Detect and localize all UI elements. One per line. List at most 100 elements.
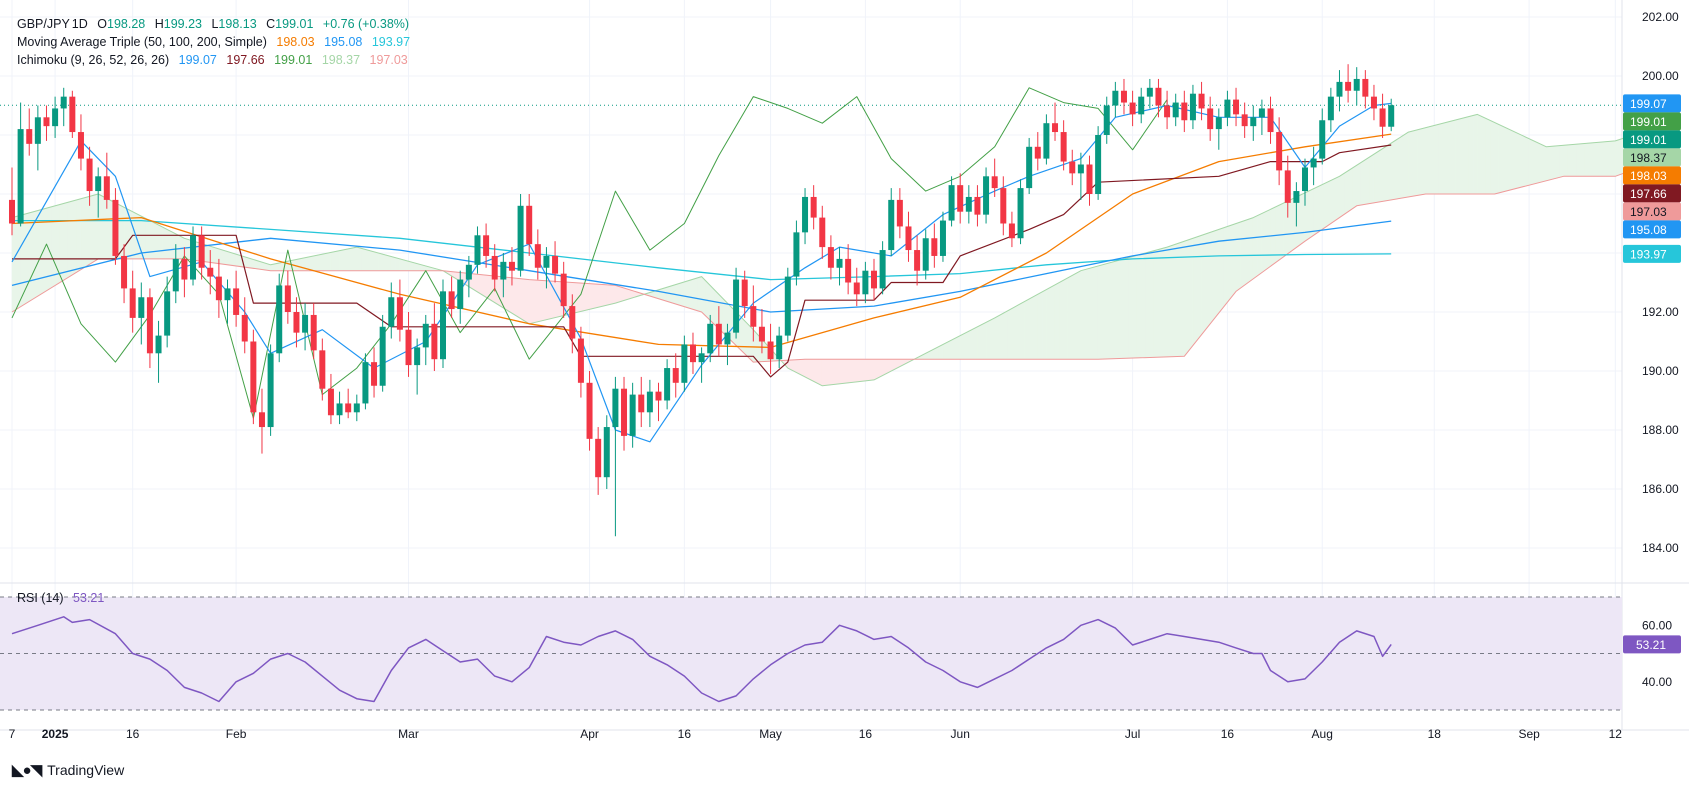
candle-body — [896, 199, 903, 227]
candle-body — [284, 285, 291, 312]
candle — [431, 303, 438, 371]
candle — [440, 279, 446, 369]
cloud-segment — [1580, 143, 1586, 177]
candle — [543, 247, 550, 289]
cloud-segment — [97, 193, 103, 260]
cloud-segment — [813, 358, 819, 385]
candle — [1215, 108, 1222, 150]
cloud-segment — [76, 198, 82, 273]
cloud-segment — [826, 358, 832, 386]
cloud-segment — [1615, 139, 1620, 177]
cloud-segment — [395, 257, 401, 272]
cloud-segment — [1002, 310, 1008, 360]
cloud-segment — [1446, 120, 1452, 195]
candle-body — [353, 403, 360, 413]
cloud-segment — [990, 317, 995, 360]
cloud-segment — [1175, 242, 1181, 357]
candle-body — [758, 326, 765, 342]
price-label-text: 198.03 — [1630, 169, 1667, 183]
cloud-segment — [1007, 307, 1013, 360]
candle — [1327, 87, 1334, 133]
tradingview-label: TradingView — [47, 762, 125, 778]
candle-body — [1198, 93, 1205, 109]
price-label-text: 193.97 — [1630, 247, 1667, 261]
cloud-segment — [1416, 128, 1422, 196]
candle-body — [1258, 108, 1265, 118]
candle — [1103, 96, 1110, 144]
candle — [77, 114, 84, 171]
cloud-segment — [1028, 296, 1034, 360]
price-tick-label: 202.00 — [1642, 10, 1679, 24]
symbol-name: GBP/JPY — [17, 17, 70, 31]
candle — [1293, 182, 1300, 227]
candle — [155, 320, 162, 383]
cloud-segment — [662, 286, 668, 302]
cloud-segment — [1304, 190, 1310, 242]
cloud-segment — [1464, 116, 1470, 195]
candle-body — [1353, 78, 1360, 91]
cloud-segment — [1046, 286, 1052, 360]
candle-body — [1095, 135, 1102, 194]
cloud-segment — [520, 278, 526, 322]
candle-body — [741, 279, 748, 307]
lagging-span-line — [11, 87, 1168, 419]
cloud-segment — [1205, 231, 1211, 331]
candle — [560, 261, 567, 318]
candle-body — [267, 353, 274, 428]
price-tick-label: 184.00 — [1642, 541, 1679, 555]
candle-body — [1172, 102, 1179, 118]
candle-body — [1077, 164, 1084, 174]
cloud-segment — [951, 337, 957, 360]
cloud-segment — [166, 228, 172, 260]
price-label-box — [1623, 130, 1681, 149]
cloud-segment — [102, 195, 108, 260]
cloud-segment — [378, 252, 383, 272]
candle — [1284, 155, 1291, 218]
candle-body — [1008, 223, 1015, 239]
candle-body — [1241, 114, 1248, 127]
cloud-segment — [804, 358, 810, 380]
candle — [172, 244, 179, 304]
candle-body — [1069, 161, 1076, 174]
candle — [681, 335, 688, 392]
cloud-segment — [1352, 164, 1358, 210]
candle-body — [1224, 99, 1231, 118]
candle-body — [508, 261, 515, 271]
cloud-segment — [869, 358, 875, 381]
cloud-segment — [696, 276, 702, 313]
candle — [871, 258, 877, 301]
cloud-segment — [309, 255, 315, 272]
cloud-segment — [386, 254, 392, 272]
rsi-legend-label: RSI (14) — [17, 591, 64, 605]
candle — [569, 294, 576, 354]
cloud-segment — [856, 358, 862, 383]
candle — [802, 188, 809, 245]
cloud-segment — [1123, 257, 1129, 359]
cloud-segment — [1140, 252, 1146, 359]
candle — [319, 338, 326, 401]
cloud-segment — [507, 277, 513, 314]
tradingview-branding[interactable]: ◣●◥ TradingView — [12, 761, 124, 779]
candle-body — [190, 235, 197, 280]
candle — [1370, 84, 1377, 121]
candle-body — [224, 288, 231, 301]
candle-body — [1181, 102, 1188, 121]
candle-body — [1276, 132, 1283, 171]
cloud-segment — [1265, 208, 1271, 270]
cloud-segment — [1541, 144, 1547, 183]
candle-body — [52, 108, 59, 127]
cloud-segment — [1270, 206, 1276, 267]
candle-body — [491, 255, 498, 280]
cloud-segment — [847, 358, 853, 384]
candle-body — [465, 264, 472, 280]
candle-body — [905, 226, 912, 251]
cloud-segment — [740, 315, 746, 355]
cloud-segment — [1235, 221, 1241, 292]
cloud-segment — [1080, 269, 1086, 360]
candle-body — [86, 158, 93, 192]
cloud-segment — [1033, 293, 1039, 360]
candle — [1198, 81, 1205, 121]
rsi-legend: RSI (14) 53.21 — [17, 589, 110, 607]
candle-body — [1319, 120, 1326, 159]
